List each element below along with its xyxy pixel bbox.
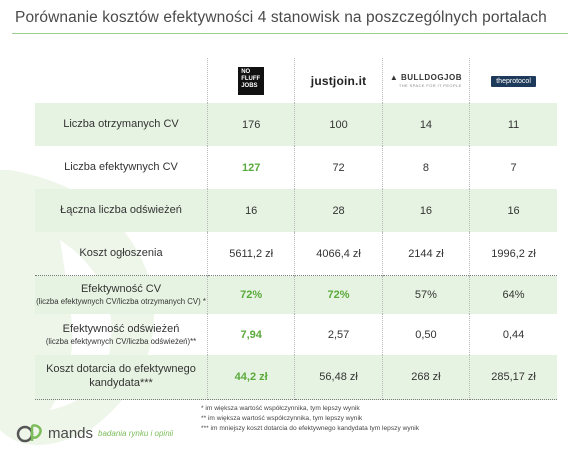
- row-label-sub: (liczba efektywnych CV/liczba odświeżeń)…: [45, 336, 197, 346]
- value-cell: 7,94: [207, 314, 296, 355]
- value-cell: 28: [294, 189, 383, 232]
- footnote: * im większa wartość współczynnika, tym …: [201, 405, 360, 412]
- value-cell: 5611,2 zł: [207, 232, 296, 276]
- value-cell: 176: [207, 103, 296, 146]
- table-row: Liczba otrzymanych CV 176 100 14 11: [35, 103, 557, 146]
- value-cell: 2,57: [294, 314, 383, 355]
- value-cell: 268 zł: [382, 355, 471, 400]
- empty-header-cell: [35, 58, 208, 103]
- logo-nofluffjobs: NO FLUFF JOBS: [207, 58, 296, 103]
- nfj-line2: FLUFF: [241, 75, 261, 82]
- table-row: Efektywność odświeżeń (liczba efektywnyc…: [35, 314, 557, 355]
- portal-logos-row: NO FLUFF JOBS justjoin.it ▲ BULLDOGJOB T…: [35, 58, 557, 103]
- row-label: Efektywność CV (liczba efektywnych CV/li…: [35, 275, 208, 314]
- value-cell: 1996,2 zł: [491, 247, 536, 260]
- value-cell: 72: [294, 146, 383, 189]
- value-cell: 16: [207, 189, 296, 232]
- bulldogjob-name: ▲ BULLDOGJOB: [389, 73, 462, 82]
- value-cell: 2144 zł: [382, 232, 471, 276]
- value-cell: 0,50: [382, 314, 471, 355]
- table-row: Koszt dotarcia do efektywnego kandydata*…: [35, 355, 557, 400]
- comparison-table: NO FLUFF JOBS justjoin.it ▲ BULLDOGJOB T…: [35, 58, 557, 400]
- value-cell: 4066,4 zł: [294, 232, 383, 276]
- value-cell: 127: [207, 146, 296, 189]
- row-label: Liczba otrzymanych CV: [35, 103, 208, 146]
- table-row: Koszt ogłoszenia 5611,2 zł 4066,4 zł 214…: [35, 232, 557, 276]
- value-cell: 7: [510, 161, 517, 174]
- page-title: Porównanie kosztów efektywności 4 stanow…: [15, 9, 547, 26]
- value-cell: 44,2 zł: [207, 355, 296, 400]
- footer-brand: mands badania rynku i opinii: [15, 422, 173, 444]
- footnotes: * im większa wartość współczynnika, tym …: [201, 404, 419, 434]
- table-row: Efektywność CV (liczba efektywnych CV/li…: [35, 275, 557, 314]
- row-label-main: Efektywność CV: [80, 283, 162, 296]
- bulldogjob-tagline: THE SPACE FOR IT PEOPLE: [398, 83, 462, 88]
- nfj-line1: NO: [241, 68, 251, 75]
- value-cell: 285,17 zł: [469, 355, 557, 400]
- row-label-main: Efektywność odświeżeń: [62, 322, 180, 335]
- footnote: ** im większa wartość współczynnika, tym…: [201, 415, 363, 422]
- table-row: Łączna liczba odświeżeń 16 28 16 16: [35, 189, 557, 232]
- value-cell: 57%: [382, 275, 471, 314]
- nfj-line3: JOBS: [241, 82, 258, 89]
- bulldogjob-name-text: BULLDOGJOB: [401, 73, 462, 82]
- nofluffjobs-logo: NO FLUFF JOBS: [238, 66, 265, 95]
- row-label: Liczba efektywnych CV: [35, 146, 208, 189]
- brand-name: mands: [48, 424, 94, 442]
- bulldogjob-logo: ▲ BULLDOGJOB THE SPACE FOR IT PEOPLE: [390, 71, 462, 88]
- justjoin-logo: justjoin.it: [310, 73, 367, 88]
- footnote: *** im mniejszy koszt dotarcia do efekty…: [201, 425, 420, 432]
- row-label: Efektywność odświeżeń (liczba efektywnyc…: [35, 314, 208, 355]
- mands-logo-icon: [16, 424, 42, 443]
- row-label: Łączna liczba odświeżeń: [35, 189, 208, 232]
- row-label: Koszt dotarcia do efektywnego kandydata*…: [35, 355, 208, 400]
- table-row: Liczba efektywnych CV 127 72 8 7: [35, 146, 557, 189]
- value-cell: 8: [382, 146, 471, 189]
- logo-theprotocol: theprotocol: [470, 58, 557, 103]
- value-cell: 11: [469, 103, 557, 146]
- value-cell: 56,48 zł: [294, 355, 383, 400]
- value-cell: 64%: [469, 275, 557, 314]
- brand-tagline: badania rynku i opinii: [98, 428, 174, 438]
- value-cell: 14: [382, 103, 471, 146]
- value-cell: 0,44: [502, 328, 525, 341]
- value-cell: 72%: [207, 275, 296, 314]
- row-label: Koszt ogłoszenia: [35, 232, 208, 276]
- value-cell: 72%: [294, 275, 383, 314]
- title-underline: [12, 33, 568, 34]
- logo-justjoin: justjoin.it: [294, 58, 383, 103]
- row-label-sub: (liczba efektywnych CV/liczba otrzymanyc…: [36, 297, 206, 306]
- theprotocol-logo: theprotocol: [491, 76, 536, 87]
- logo-bulldogjob: ▲ BULLDOGJOB THE SPACE FOR IT PEOPLE: [382, 58, 471, 103]
- value-cell: 16: [382, 189, 471, 232]
- value-cell: 16: [469, 189, 557, 232]
- value-cell: 100: [294, 103, 383, 146]
